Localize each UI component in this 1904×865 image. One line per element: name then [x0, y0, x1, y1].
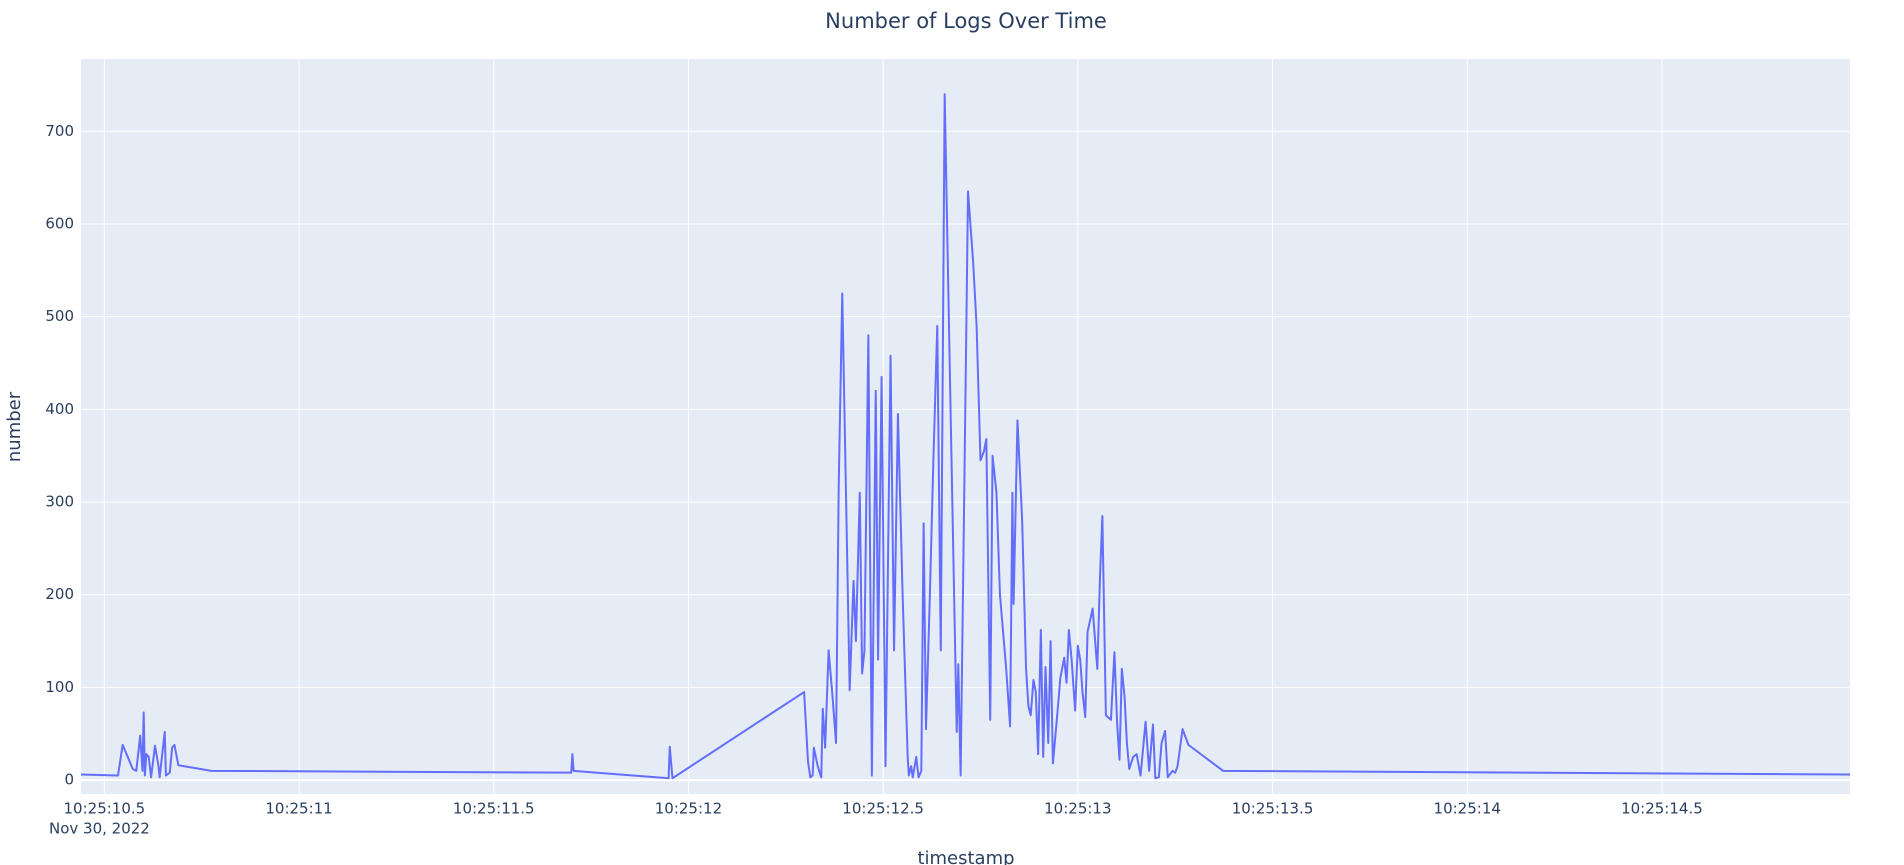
y-tick-label: 700 [45, 122, 74, 140]
x-date-label: Nov 30, 2022 [49, 820, 150, 838]
x-tick-label: 10:25:12 [655, 800, 722, 818]
chart-title: Number of Logs Over Time [825, 9, 1107, 33]
x-tick-label: 10:25:12.5 [842, 800, 924, 818]
x-tick-label: 10:25:14.5 [1621, 800, 1703, 818]
x-tick-label: 10:25:11 [265, 800, 332, 818]
y-tick-label: 200 [45, 585, 74, 603]
x-tick-label: 10:25:13 [1044, 800, 1111, 818]
y-tick-label: 300 [45, 493, 74, 511]
x-tick-label: 10:25:14 [1434, 800, 1501, 818]
data-line [80, 93, 1851, 780]
y-tick-label: 0 [64, 771, 74, 789]
x-tick-label: 10:25:13.5 [1232, 800, 1314, 818]
y-tick-label: 500 [45, 307, 74, 325]
x-axis-title: timestamp [917, 848, 1014, 865]
y-tick-label: 600 [45, 214, 74, 232]
y-tick-label: 100 [45, 678, 74, 696]
x-tick-label: 10:25:11.5 [453, 800, 535, 818]
y-tick-label: 400 [45, 400, 74, 418]
grid [81, 59, 1850, 794]
x-tick-label: 10:25:10.5 [64, 800, 146, 818]
y-axis-title: number [4, 391, 25, 462]
